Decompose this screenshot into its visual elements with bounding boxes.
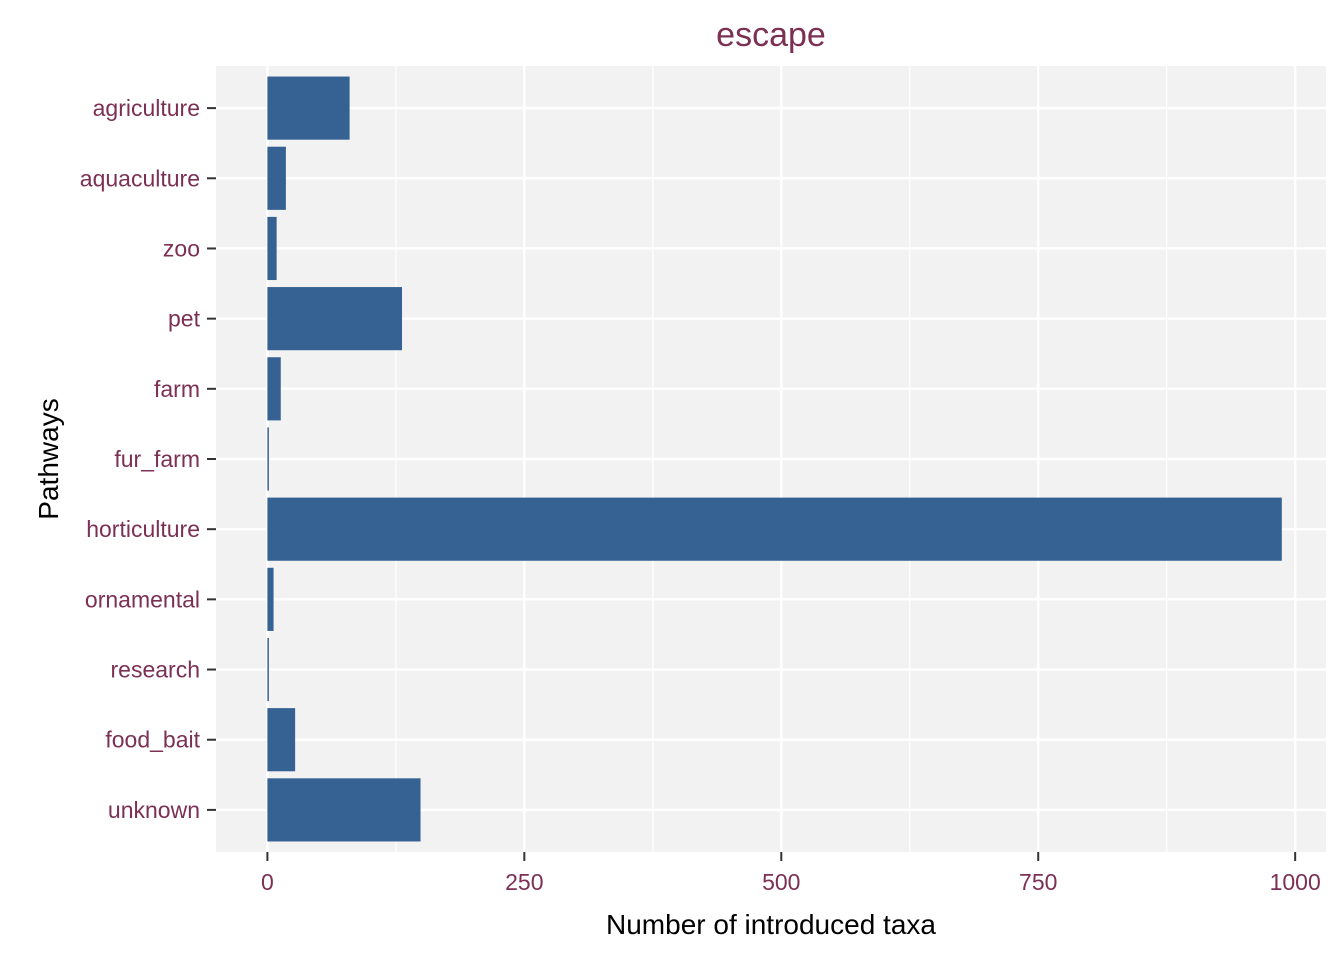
bar-pet [267, 287, 403, 351]
y-tick-label: zoo [163, 235, 200, 261]
bar-ornamental [267, 567, 274, 631]
bars [267, 76, 1282, 842]
y-tick-label: aquaculture [80, 165, 200, 191]
y-tick-label: agriculture [93, 95, 200, 121]
y-tick-label: food_bait [105, 727, 200, 753]
y-tick-label: ornamental [85, 586, 200, 612]
x-axis-title: Number of introduced taxa [606, 909, 936, 940]
x-tick-label: 750 [1019, 869, 1057, 895]
y-tick-label: pet [168, 306, 201, 332]
bar-unknown [267, 778, 421, 842]
bar-research [267, 637, 269, 702]
x-axis-ticks: 0 250 500 750 1000 [261, 852, 1321, 895]
y-tick-label: farm [154, 376, 200, 402]
grid-lines [216, 66, 1326, 852]
y-tick-label: research [111, 657, 200, 683]
y-tick-label: unknown [108, 797, 200, 823]
x-tick-label: 0 [261, 869, 274, 895]
bar-food_bait [267, 708, 296, 772]
x-tick-label: 250 [505, 869, 543, 895]
bar-horticulture [267, 497, 1282, 561]
bar-fur_farm [267, 427, 269, 491]
y-axis-ticks: agriculture aquaculture zoo pet farm fur_farm… [80, 95, 216, 823]
x-tick-label: 500 [762, 869, 800, 895]
bar-agriculture [267, 76, 350, 140]
bar-farm [267, 357, 281, 421]
bar-zoo [267, 216, 277, 281]
y-axis-title: Pathways [33, 398, 64, 519]
chart-title: escape [716, 16, 826, 54]
x-tick-label: 1000 [1270, 869, 1321, 895]
y-tick-label: fur_farm [114, 446, 200, 472]
y-tick-label: horticulture [86, 516, 200, 542]
bar-aquaculture [267, 146, 286, 210]
